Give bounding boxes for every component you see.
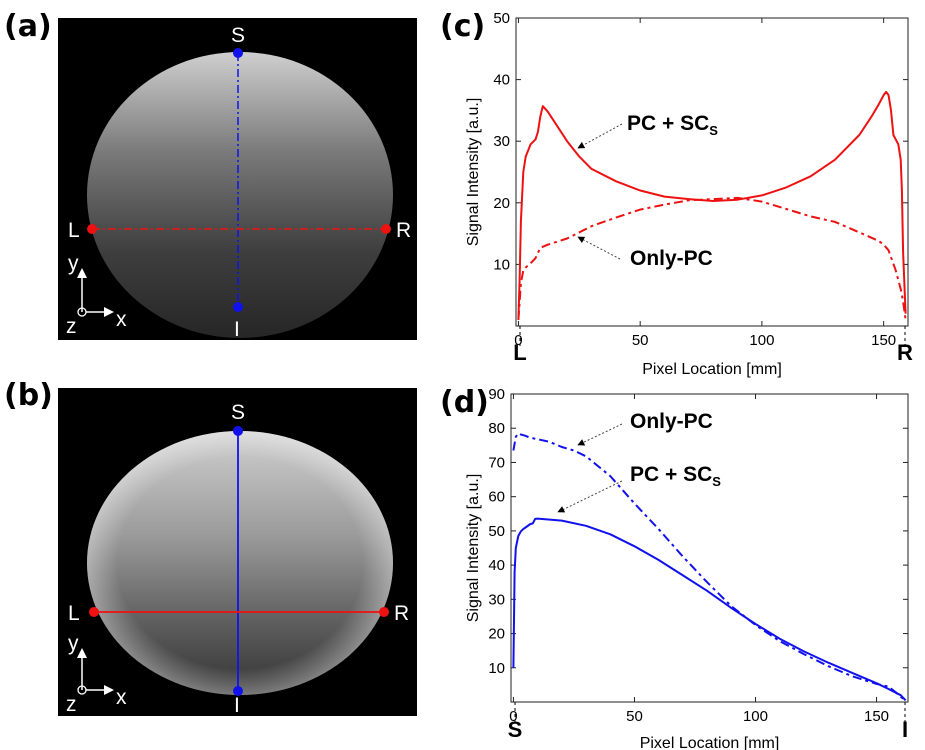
superior-point-a	[233, 48, 243, 58]
y-tick-label: 50	[493, 10, 510, 27]
chart-d: (d) 10 20 30 40 50 60 70 80 90 0 50 100 150 Pixel Loc…	[440, 385, 909, 750]
y-tick-label: 40	[488, 557, 505, 574]
x-tick-label: 100	[749, 332, 774, 349]
series-annotation-main: Only-PC	[630, 410, 713, 433]
x-tick-label: 150	[864, 708, 889, 725]
x-tick-label: 50	[626, 708, 643, 725]
y-tick-label: 10	[488, 660, 505, 677]
y-tick-label: 80	[488, 420, 505, 437]
y-tick-label: 20	[493, 195, 510, 212]
series-line-only-pc	[512, 432, 907, 702]
x-tick-label: 0	[509, 708, 517, 725]
y-tick-label: 10	[493, 256, 510, 273]
z-axis-label-b: z	[66, 693, 77, 716]
plot-frame	[510, 393, 909, 703]
series-annotation: Only-PC	[630, 247, 713, 270]
x-axis-title: Pixel Location [mm]	[640, 735, 780, 750]
left-label-a: L	[68, 219, 80, 242]
superior-label-b: S	[231, 401, 245, 424]
series-annotation-subscript: S	[709, 123, 718, 138]
y-tick-label: 50	[488, 523, 505, 540]
left-point-a	[87, 224, 97, 234]
end-end-label: R	[897, 340, 913, 365]
start-end-label: L	[513, 340, 526, 365]
inferior-point-b	[233, 686, 243, 696]
x-tick-label: 150	[871, 332, 896, 349]
y-axis-title: Signal Intensity [a.u.]	[465, 474, 482, 623]
coordinate-axes-b: y x z	[66, 632, 127, 716]
mri-phantom-b-edge	[87, 431, 393, 695]
x-axis-label-b: x	[116, 686, 127, 709]
y-tick-label: 20	[488, 626, 505, 643]
right-label-b: R	[394, 602, 409, 625]
left-point-b	[89, 607, 99, 617]
plot-frame	[515, 17, 909, 327]
chart-c: (c) 10 20 30 40 50 0 50 100 150 Pixel Location [m…	[440, 9, 913, 378]
right-label-a: R	[396, 219, 411, 242]
panel-d-label: (d)	[440, 385, 489, 420]
y-tick-label: 70	[488, 454, 505, 471]
y-axis-title: Signal Intensity [a.u.]	[465, 98, 482, 247]
annotation-arrow	[557, 480, 623, 513]
series-annotation-main: PC + SC	[630, 463, 712, 486]
series-annotation: PC + SCS	[627, 112, 718, 138]
series-line-pc-scs	[512, 517, 907, 701]
annotation-arrow	[577, 423, 623, 446]
x-tick-label: 50	[632, 332, 649, 349]
y-tick-label: 90	[488, 386, 505, 403]
x-tick-label: 100	[743, 708, 768, 725]
series-annotation: Only-PC	[630, 410, 713, 433]
series-line-only-pc	[517, 196, 907, 320]
x-axis-title: Pixel Location [mm]	[642, 361, 782, 378]
panel-b: (b) S I L R y x z	[4, 378, 417, 717]
annotation-arrow	[577, 123, 623, 149]
right-point-a	[381, 224, 391, 234]
series-annotation-main: Only-PC	[630, 247, 713, 270]
coordinate-axes-a: y x z	[66, 252, 127, 338]
z-axis-label-a: z	[66, 315, 77, 338]
y-tick-label: 40	[493, 72, 510, 89]
end-end-label: I	[902, 717, 908, 742]
superior-label-a: S	[231, 24, 245, 47]
start-end-label: S	[508, 717, 523, 742]
inferior-label-a: I	[234, 318, 240, 341]
series-annotation-main: PC + SC	[627, 112, 709, 135]
x-axis-label-a: x	[116, 308, 127, 331]
mri-phantom-a	[87, 52, 393, 338]
panel-b-label: (b)	[4, 378, 53, 413]
y-tick-label: 60	[488, 489, 505, 506]
x-tick-label: 0	[514, 332, 522, 349]
right-point-b	[379, 607, 389, 617]
y-axis-label-a: y	[68, 252, 79, 275]
y-tick-label: 30	[488, 591, 505, 608]
annotation-arrow	[577, 236, 621, 260]
superior-point-b	[233, 426, 243, 436]
panel-c-label: (c)	[440, 9, 485, 44]
panel-a-label: (a)	[4, 9, 52, 44]
inferior-label-b: I	[234, 694, 240, 717]
series-annotation: PC + SCS	[630, 463, 721, 489]
y-axis-label-b: y	[68, 632, 79, 655]
series-annotation-subscript: S	[712, 474, 721, 489]
left-label-b: L	[68, 602, 80, 625]
inferior-point-a	[233, 302, 243, 312]
y-tick-label: 30	[493, 133, 510, 150]
panel-a: (a) S I L R y x z	[4, 9, 417, 341]
